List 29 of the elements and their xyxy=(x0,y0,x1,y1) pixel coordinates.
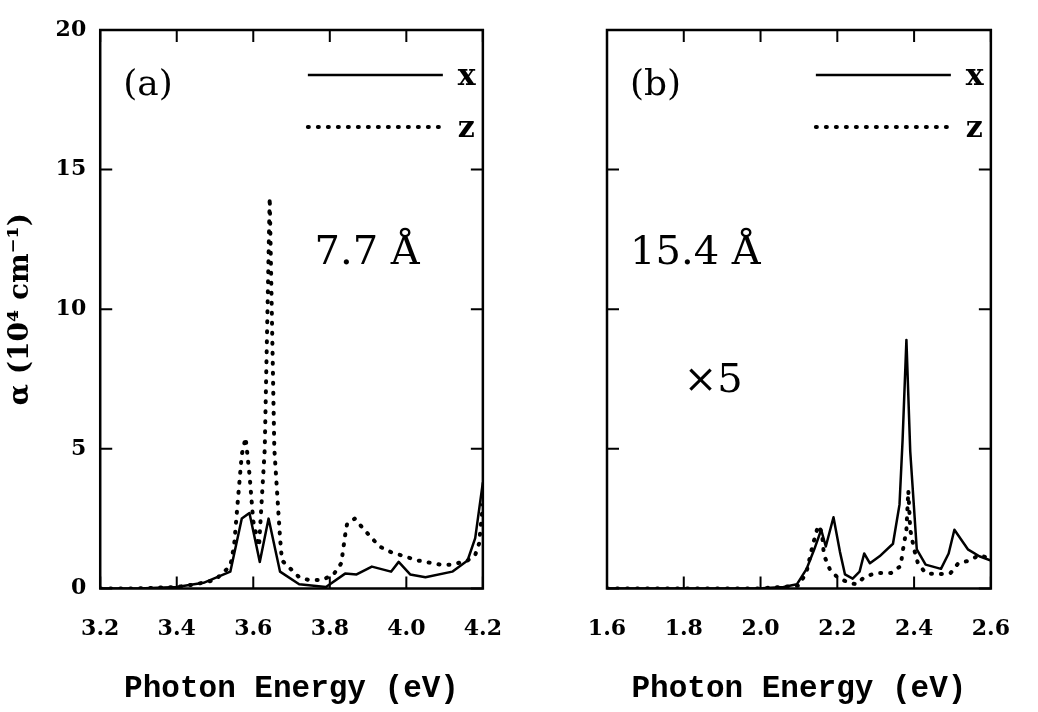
x-tick-label: 1.6 xyxy=(587,614,627,641)
legend-label: x xyxy=(457,56,477,92)
x-tick-label: 2.4 xyxy=(894,614,934,641)
x-tick-label: 3.2 xyxy=(81,614,120,641)
x-tick-label: 3.4 xyxy=(157,614,196,641)
x-axis-title: Photon Energy (eV) xyxy=(124,671,459,707)
y-tick-label: 20 xyxy=(55,14,87,41)
x-tick-label: 3.6 xyxy=(234,614,273,641)
legend-label: x xyxy=(965,56,985,92)
annotation: 15.4 Å xyxy=(630,226,762,273)
x-tick-label: 2.6 xyxy=(971,614,1010,641)
legend-label: z xyxy=(965,108,983,144)
annotation: 7.7 Å xyxy=(314,226,421,273)
annotation: (a) xyxy=(123,62,173,104)
y-tick-label: 10 xyxy=(55,293,87,320)
x-tick-label: 2.2 xyxy=(818,614,857,641)
annotation: ×5 xyxy=(683,355,743,402)
legend-label: z xyxy=(457,108,475,144)
annotation: (b) xyxy=(630,62,682,104)
x-tick-label: 1.8 xyxy=(664,614,703,641)
y-tick-label: 5 xyxy=(70,433,87,460)
x-tick-label: 3.8 xyxy=(310,614,349,641)
x-tick-label: 4.2 xyxy=(463,614,502,641)
y-axis-title: α (10⁴ cm⁻¹) xyxy=(2,212,36,406)
y-tick-label: 0 xyxy=(70,573,87,600)
x-axis-title: Photon Energy (eV) xyxy=(631,671,967,707)
x-tick-label: 4.0 xyxy=(387,614,426,641)
y-tick-label: 15 xyxy=(55,154,87,181)
x-tick-label: 2.0 xyxy=(741,614,780,641)
